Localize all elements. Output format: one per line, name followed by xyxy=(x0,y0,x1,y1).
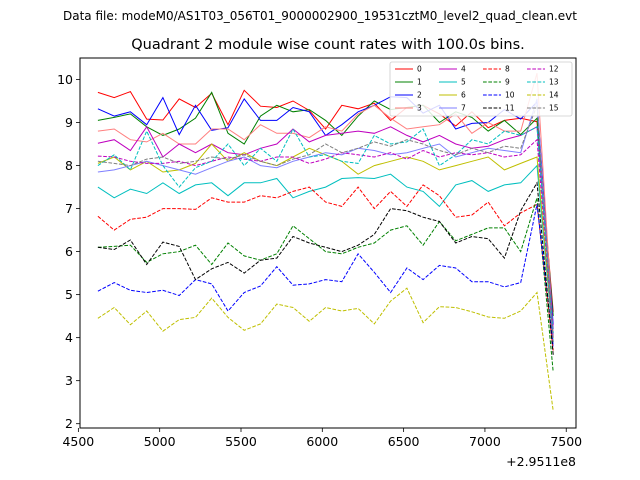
series-line-9 xyxy=(97,197,554,373)
series-line-12 xyxy=(97,138,554,338)
y-tick-label: 5 xyxy=(65,287,73,302)
series-line-14 xyxy=(97,287,554,411)
y-tick-label: 7 xyxy=(65,201,73,216)
x-tick-label: 5500 xyxy=(225,434,257,449)
legend-label-11: 11 xyxy=(505,104,515,113)
legend-label-3: 3 xyxy=(417,104,422,113)
x-tick-label: 4500 xyxy=(62,434,94,449)
legend-box xyxy=(389,61,573,117)
x-axis: 4500 5000 5500 6000 6500 7000 7500 xyxy=(62,428,582,449)
y-tick-label: 2 xyxy=(65,416,73,431)
series-line-10 xyxy=(97,204,554,347)
x-tick-label: 5000 xyxy=(144,434,176,449)
series-line-0 xyxy=(97,89,554,312)
legend-label-10: 10 xyxy=(505,91,515,100)
x-tick-label: 7000 xyxy=(469,434,501,449)
y-tick-label: 3 xyxy=(65,373,73,388)
x-tick-label: 6500 xyxy=(388,434,420,449)
x-tick-label: 7500 xyxy=(550,434,582,449)
legend-label-15: 15 xyxy=(549,104,559,113)
plot-frame xyxy=(79,57,577,429)
y-axis: 2 3 4 5 6 7 8 9 10 xyxy=(57,72,80,431)
series-line-2 xyxy=(97,96,554,325)
x-tick-label: 6000 xyxy=(306,434,338,449)
series-line-1 xyxy=(97,91,554,317)
series-line-3 xyxy=(97,72,554,334)
legend-label-13: 13 xyxy=(549,78,559,87)
series-line-8 xyxy=(97,184,554,351)
legend-label-5: 5 xyxy=(461,78,466,87)
chart-title: Quadrant 2 module wise count rates with … xyxy=(131,37,525,53)
data-file-header: Data file: modeM0/AS1T03_056T01_90000029… xyxy=(63,9,577,23)
legend-label-6: 6 xyxy=(461,91,466,100)
legend-label-2: 2 xyxy=(417,91,422,100)
legend-label-14: 14 xyxy=(549,91,559,100)
y-tick-label: 6 xyxy=(65,244,73,259)
series-line-5 xyxy=(97,164,554,343)
legend-label-12: 12 xyxy=(549,65,559,74)
y-tick-label: 10 xyxy=(57,72,73,87)
y-tick-label: 8 xyxy=(65,158,73,173)
legend-label-7: 7 xyxy=(461,104,466,113)
legend-label-4: 4 xyxy=(461,65,466,74)
series-line-13 xyxy=(97,126,554,334)
series-group xyxy=(97,72,554,411)
x-offset-label: +2.9511e8 xyxy=(506,454,576,469)
y-tick-label: 4 xyxy=(65,330,73,345)
series-line-7 xyxy=(97,98,554,347)
legend-label-0: 0 xyxy=(417,65,422,74)
series-line-4 xyxy=(97,125,554,330)
legend-label-1: 1 xyxy=(417,78,422,87)
series-line-15 xyxy=(97,105,554,343)
legend-label-8: 8 xyxy=(505,65,510,74)
y-tick-label: 9 xyxy=(65,115,73,130)
legend-label-9: 9 xyxy=(505,78,510,87)
series-line-6 xyxy=(97,143,554,338)
series-line-11 xyxy=(97,181,554,355)
